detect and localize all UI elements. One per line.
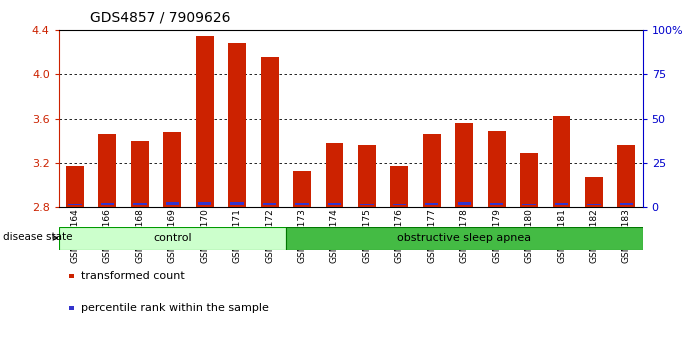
Bar (293, 171, 311, 207)
Bar (585, 177, 603, 207)
Bar (423, 134, 441, 207)
Bar (59, 227, 286, 250)
Bar (358, 145, 376, 207)
Bar (133, 203, 146, 205)
Bar (99, 134, 116, 207)
Bar (68, 204, 82, 205)
Bar (555, 203, 568, 205)
Text: control: control (153, 233, 191, 243)
Bar (286, 227, 643, 250)
Bar (553, 116, 571, 207)
Bar (620, 203, 633, 205)
Bar (392, 204, 406, 205)
Text: GDS4857 / 7909626: GDS4857 / 7909626 (90, 11, 230, 25)
Bar (490, 203, 503, 205)
Bar (263, 203, 276, 205)
Bar (587, 204, 600, 205)
Bar (101, 203, 114, 205)
Bar (360, 204, 374, 205)
Bar (455, 123, 473, 207)
Text: obstructive sleep apnea: obstructive sleep apnea (397, 233, 531, 243)
Bar (131, 141, 149, 207)
Bar (295, 203, 309, 205)
Text: disease state: disease state (3, 232, 73, 242)
Bar (198, 202, 211, 205)
Bar (328, 203, 341, 205)
Bar (390, 166, 408, 207)
Bar (325, 143, 343, 207)
Bar (196, 36, 214, 207)
Text: percentile rank within the sample: percentile rank within the sample (81, 303, 269, 313)
Bar (520, 153, 538, 207)
Bar (231, 202, 244, 205)
Bar (618, 145, 635, 207)
Bar (457, 202, 471, 205)
Bar (261, 57, 278, 207)
Bar (522, 204, 536, 205)
Bar (66, 166, 84, 207)
Bar (425, 203, 439, 205)
Bar (163, 132, 181, 207)
Bar (488, 131, 506, 207)
Bar (228, 44, 246, 207)
Bar (166, 202, 179, 205)
Text: transformed count: transformed count (81, 271, 184, 281)
